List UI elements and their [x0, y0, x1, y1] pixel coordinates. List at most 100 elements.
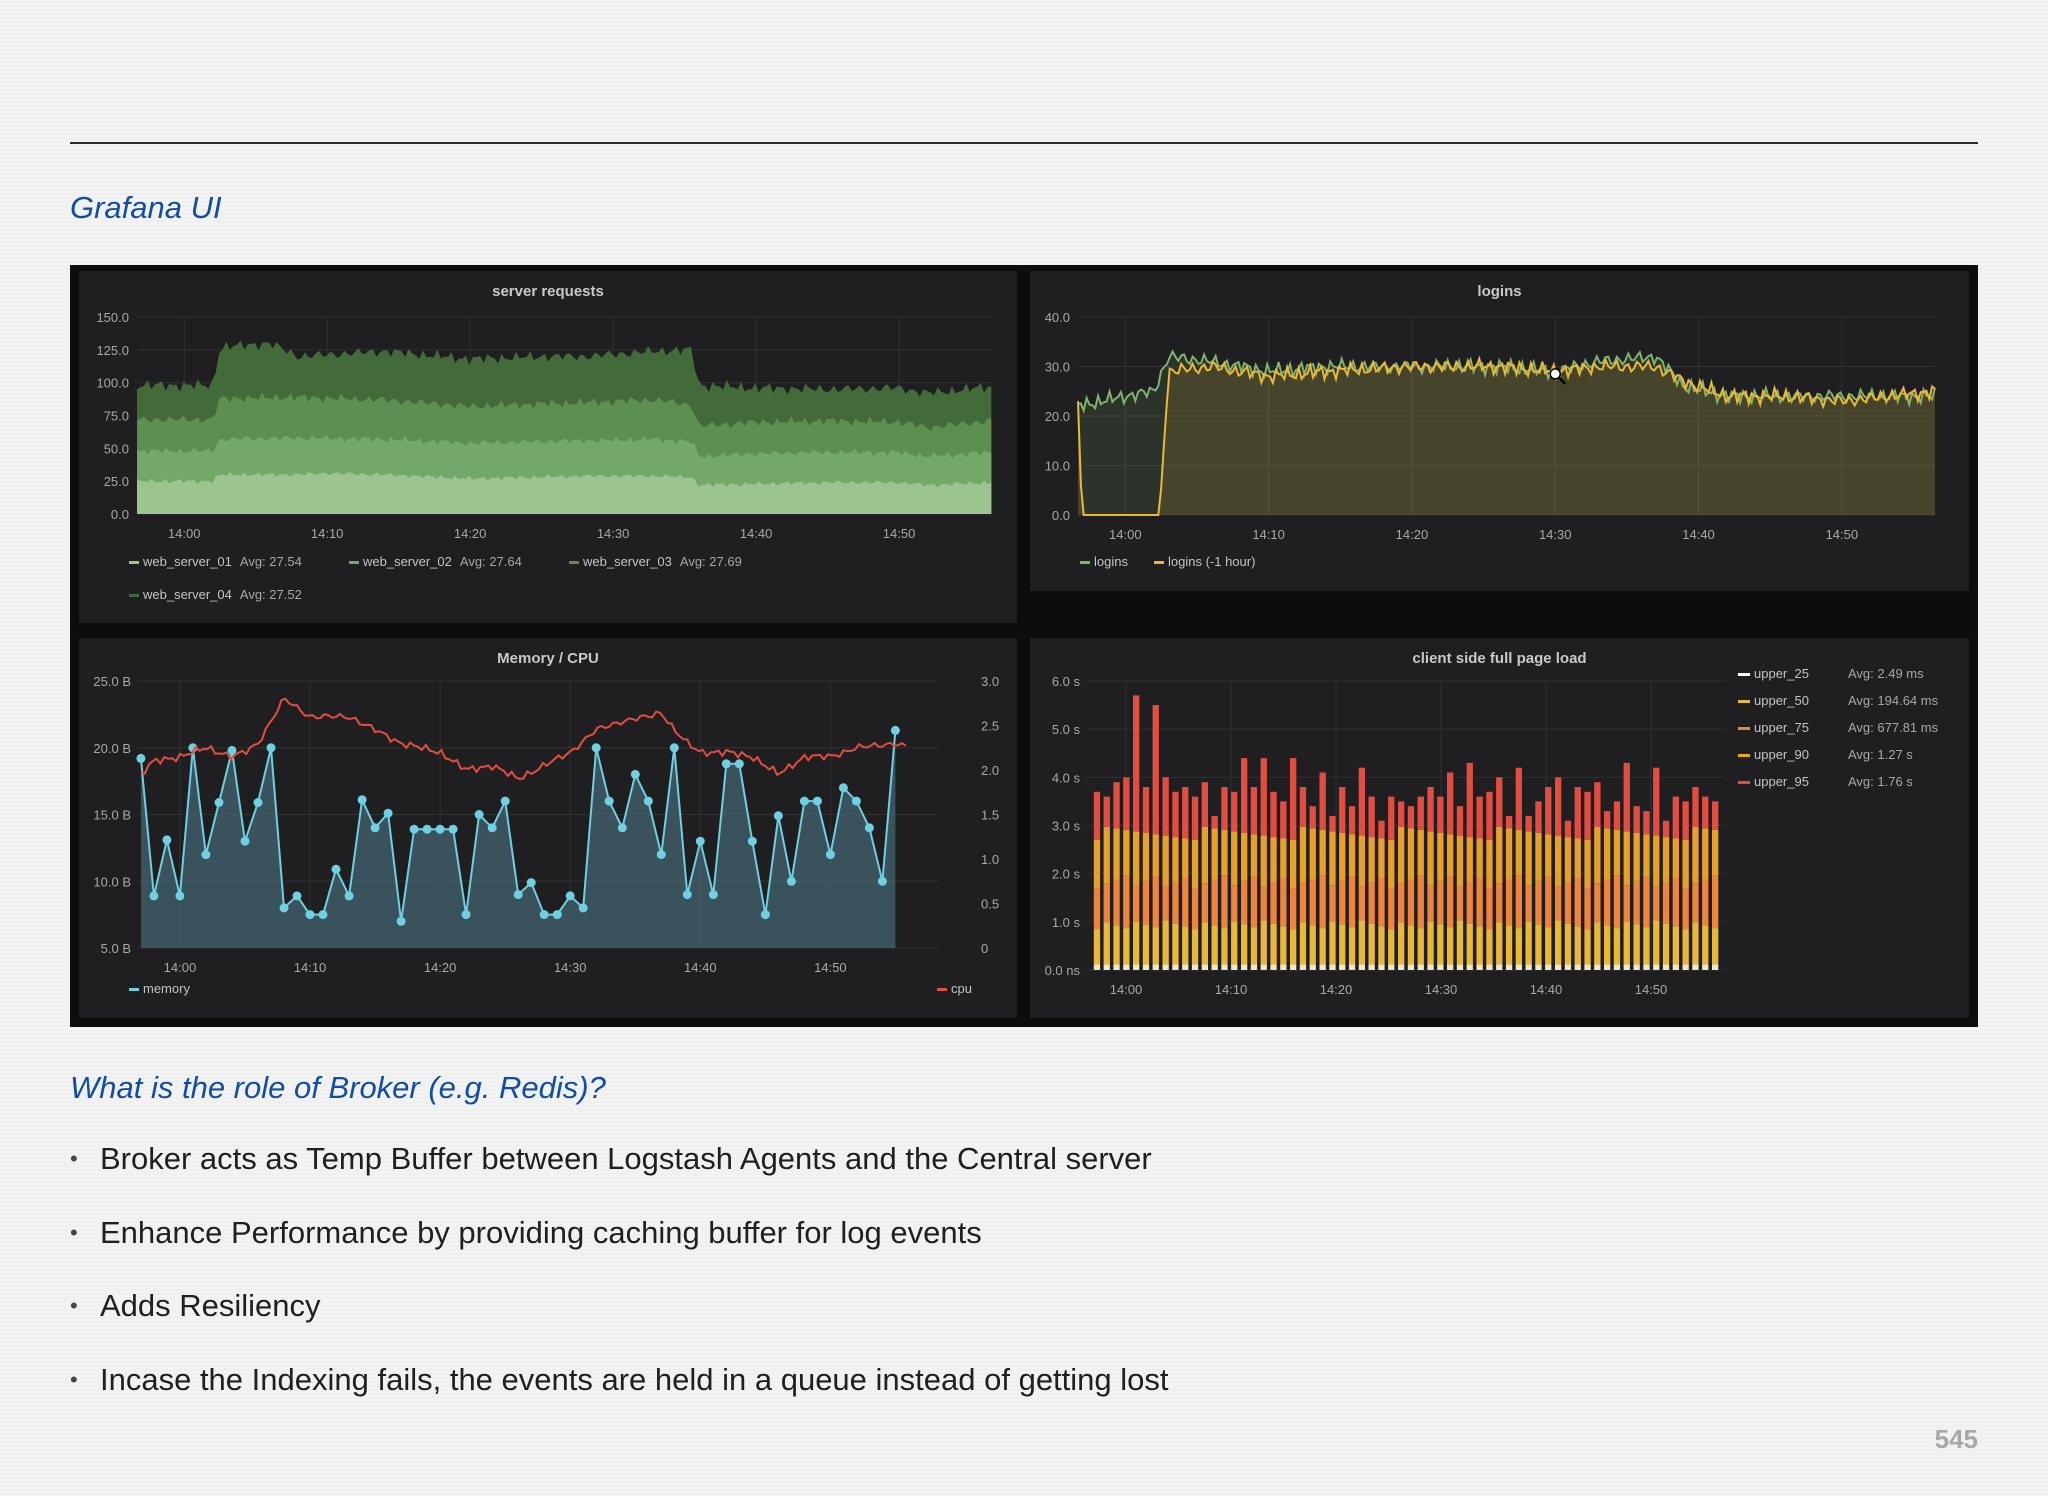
- bar-segment-upper_95: [1437, 796, 1444, 833]
- bar-segment-upper_95: [1201, 782, 1208, 827]
- y-tick-label-right: 2.5: [981, 719, 999, 734]
- bar-segment-upper_50: [1633, 924, 1640, 965]
- bar-segment-upper_50: [1290, 929, 1297, 965]
- bar-segment-upper_50: [1162, 920, 1169, 965]
- bar-segment-upper_90: [1221, 829, 1228, 876]
- bar-segment-upper_95: [1368, 796, 1375, 838]
- bar-segment-upper_50: [1319, 928, 1326, 965]
- bar-segment-upper_95: [1692, 787, 1699, 827]
- bar-segment-upper_50: [1613, 928, 1621, 965]
- bar-segment-upper_95: [1133, 695, 1140, 832]
- memory-point: [448, 824, 458, 834]
- bar-segment-upper_25: [1339, 964, 1346, 970]
- bar-segment-upper_75: [1378, 878, 1385, 927]
- bar-segment-upper_25: [1133, 964, 1140, 970]
- bar-segment-upper_50: [1191, 929, 1199, 965]
- y-tick-label: 25.0: [104, 474, 129, 489]
- x-tick-label: 14:00: [164, 960, 197, 975]
- bar-segment-upper_95: [1339, 787, 1346, 833]
- y-tick-label: 5.0 s: [1052, 722, 1081, 737]
- y-tick-label: 0.0: [111, 507, 129, 522]
- top-rule: [70, 142, 1978, 144]
- y-tick-label-left: 20.0 B: [93, 741, 131, 756]
- bar-segment-upper_25: [1476, 964, 1483, 970]
- bar-segment-upper_90: [1447, 834, 1454, 877]
- bar-segment-upper_90: [1417, 829, 1424, 876]
- legend-label: upper_25: [1754, 666, 1809, 681]
- bar-segment-upper_50: [1142, 924, 1150, 965]
- bar-segment-upper_50: [1682, 929, 1689, 965]
- bar-segment-upper_25: [1564, 964, 1572, 970]
- bar-segment-upper_50: [1447, 927, 1454, 965]
- memory-cpu-chart: 14:00 14:10 14:20 14:30 14:40 14:50 5.0 B 10.0 …: [93, 674, 999, 996]
- bar-segment-upper_50: [1133, 921, 1140, 965]
- bar-segment-upper_90: [1525, 831, 1532, 886]
- bar-segment-upper_25: [1505, 964, 1513, 970]
- y-tick-label: 30.0: [1045, 360, 1070, 375]
- y-tick-label-left: 15.0 B: [93, 808, 131, 823]
- bar-segment-upper_50: [1201, 922, 1208, 965]
- panel-server-requests: server requests 14:00 14:10 14:20 14:30 14:4…: [79, 271, 1017, 623]
- legend-swatch: [349, 561, 359, 564]
- memory-point: [838, 783, 848, 793]
- bar-segment-upper_50: [1113, 925, 1120, 965]
- line-series-logins-1-hour-: [1077, 355, 1936, 516]
- memory-point: [864, 823, 874, 833]
- memory-point: [149, 891, 159, 901]
- bar-segment-upper_90: [1545, 834, 1552, 877]
- bar-segment-upper_50: [1584, 929, 1591, 965]
- bar-segment-upper_90: [1476, 838, 1483, 878]
- bar-segment-upper_75: [1250, 876, 1258, 928]
- bar-segment-upper_75: [1339, 880, 1346, 925]
- bar-segment-upper_25: [1103, 964, 1110, 970]
- bar-segment-upper_90: [1191, 839, 1199, 889]
- bar-segment-upper_75: [1437, 880, 1444, 925]
- legend-swatch: [1738, 781, 1750, 784]
- area-series-web_server_01: [137, 472, 992, 514]
- memory-point: [604, 796, 614, 806]
- section-heading-broker: What is the role of Broker (e.g. Redis)?: [70, 1070, 606, 1105]
- legend-swatch: [1080, 561, 1090, 564]
- y-tick-label: 2.0 s: [1052, 867, 1081, 882]
- memory-point: [565, 891, 575, 901]
- bar-segment-upper_75: [1182, 878, 1189, 927]
- bar-segment-upper_75: [1486, 888, 1493, 929]
- bar-segment-upper_95: [1496, 777, 1503, 827]
- bar-segment-upper_75: [1662, 882, 1670, 924]
- memory-point: [422, 824, 432, 834]
- bar-segment-upper_75: [1398, 883, 1405, 923]
- legend-swatch: [1738, 754, 1750, 757]
- bar-segment-upper_25: [1299, 964, 1307, 970]
- bar-segment-upper_95: [1427, 787, 1434, 832]
- bar-segment-upper_75: [1113, 879, 1120, 926]
- bullet-text: Incase the Indexing fails, the events ar…: [100, 1361, 1169, 1397]
- bar-segment-upper_90: [1643, 834, 1650, 877]
- grafana-dashboard-screenshot: server requests 14:00 14:10 14:20 14:30 14:4…: [70, 265, 1978, 1027]
- bar-segment-upper_25: [1682, 964, 1689, 970]
- memory-point: [760, 910, 770, 920]
- x-tick-label: 14:40: [1682, 527, 1715, 542]
- bar-segment-upper_50: [1486, 929, 1493, 965]
- bar-segment-upper_90: [1152, 834, 1159, 877]
- bar-segment-upper_25: [1270, 964, 1277, 970]
- bar-segment-upper_50: [1348, 927, 1356, 965]
- x-tick-label: 14:30: [597, 526, 630, 541]
- bar-segment-upper_25: [1496, 964, 1503, 970]
- bar-segment-upper_75: [1545, 876, 1552, 928]
- bar-segment-upper_95: [1604, 811, 1611, 829]
- bar-segment-upper_75: [1093, 888, 1101, 929]
- bar-segment-upper_90: [1535, 832, 1542, 881]
- bar-segment-upper_50: [1309, 925, 1316, 965]
- bar-segment-upper_95: [1319, 772, 1326, 830]
- bar-segment-upper_95: [1613, 801, 1621, 830]
- memory-point: [890, 725, 900, 735]
- bar-segment-upper_75: [1604, 879, 1611, 926]
- bar-segment-upper_95: [1093, 791, 1101, 840]
- memory-point: [812, 796, 822, 806]
- bar-segment-upper_95: [1123, 777, 1130, 830]
- bar-segment-upper_90: [1358, 835, 1365, 887]
- bar-segment-upper_95: [1447, 772, 1454, 835]
- memory-point: [500, 796, 510, 806]
- bar-segment-upper_95: [1270, 791, 1277, 838]
- y-tick-label: 3.0 s: [1052, 819, 1081, 834]
